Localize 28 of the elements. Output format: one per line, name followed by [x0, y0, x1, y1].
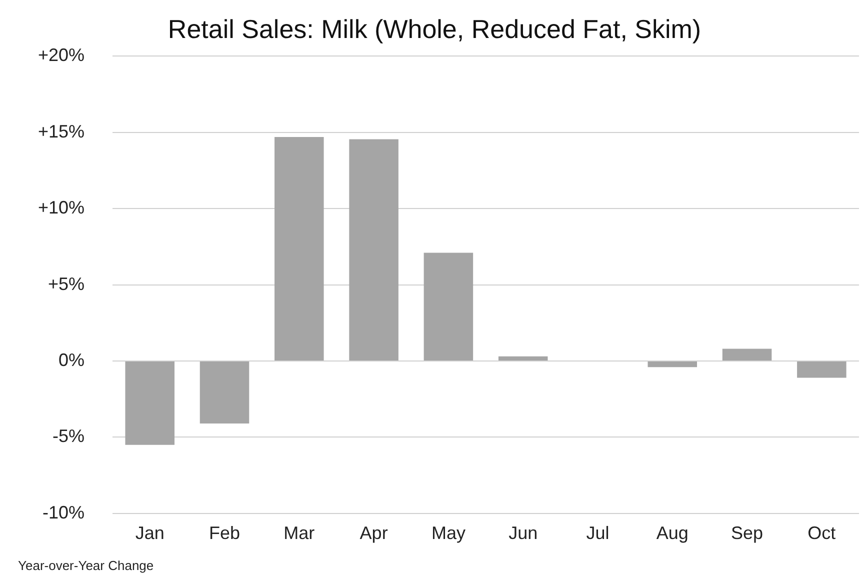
y-tick-label: +15%: [38, 121, 85, 142]
bar: [498, 356, 548, 360]
bar: [722, 348, 772, 360]
x-tick-label: Aug: [656, 523, 688, 544]
bar: [349, 139, 398, 360]
bar: [200, 362, 250, 424]
bar: [648, 362, 698, 368]
y-tick-label: +5%: [48, 274, 85, 294]
bar: [125, 362, 174, 445]
bar: [797, 362, 846, 378]
x-tick-label: Jun: [508, 523, 538, 544]
y-tick-label: -10%: [42, 502, 85, 522]
y-tick-label: -5%: [52, 426, 85, 446]
text: Year-over-Year Change: [18, 558, 154, 573]
x-tick-label: May: [431, 523, 466, 544]
x-tick-label: Sep: [731, 523, 764, 544]
x-tick-label: Mar: [284, 523, 315, 544]
x-tick-label: Oct: [808, 523, 836, 544]
x-tick-label: Jan: [135, 523, 164, 544]
y-tick-label: +10%: [38, 198, 85, 218]
x-tick-label: Jul: [586, 523, 610, 544]
bar: [424, 252, 474, 360]
y-tick-label: +20%: [38, 45, 85, 66]
chart-title: Retail Sales: Milk (Whole, Reduced Fat, Skim): [168, 14, 702, 44]
x-tick-label: Feb: [208, 523, 240, 544]
y-tick-label: 0%: [58, 350, 85, 370]
bar: [274, 136, 324, 360]
x-tick-label: Apr: [360, 523, 388, 544]
